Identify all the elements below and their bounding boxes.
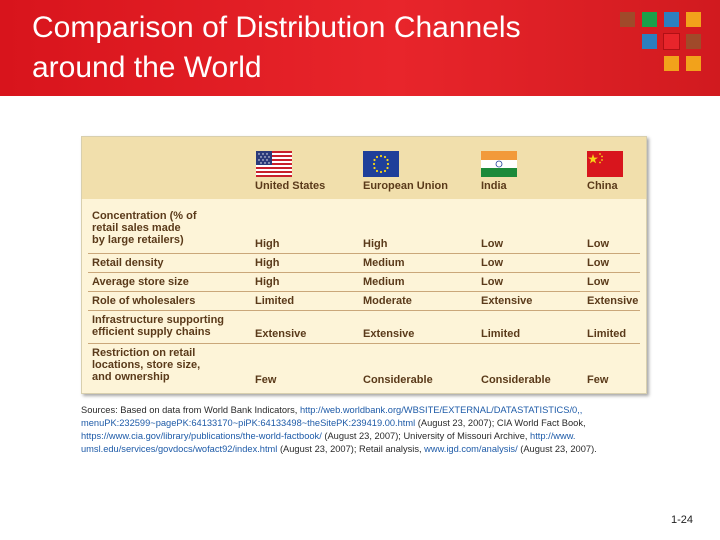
- source-text: (August 23, 2007); Retail analysis,: [277, 444, 425, 454]
- source-link[interactable]: http://www.: [530, 431, 576, 441]
- square-icon: [664, 12, 679, 27]
- row-divider: [88, 343, 640, 344]
- table-cell: Medium: [363, 257, 405, 269]
- square-icon: [686, 56, 701, 71]
- row-label-average-store-size: Average store size: [92, 276, 189, 288]
- eu-flag-icon: [363, 151, 399, 177]
- column-header-india: India: [481, 180, 507, 192]
- source-link[interactable]: http://web.worldbank.org/WBSITE/EXTERNAL…: [299, 405, 583, 415]
- title-line-2: around the World: [32, 51, 262, 84]
- table-cell: Low: [587, 238, 609, 250]
- table-cell: High: [255, 276, 280, 288]
- square-icon: [642, 12, 657, 27]
- table-cell: Limited: [255, 295, 295, 307]
- table-cell: Low: [481, 257, 503, 269]
- row-divider: [88, 272, 640, 273]
- table-cell: Low: [481, 238, 503, 250]
- square-icon: [686, 12, 701, 27]
- sources-line: https://www.cia.gov/library/publications…: [81, 430, 641, 443]
- square-icon: [686, 34, 701, 49]
- table-cell: Extensive: [481, 295, 533, 307]
- source-link[interactable]: https://www.cia.gov/library/publications…: [81, 431, 322, 441]
- source-text: Sources: Based on data from World Bank I…: [81, 405, 300, 415]
- source-link[interactable]: umsl.edu/services/govdocs/wofact92/index…: [81, 444, 278, 454]
- source-text: (August 23, 2007); University of Missour…: [321, 431, 531, 441]
- decorative-squares-icon: [618, 10, 714, 90]
- sources-note: Sources: Based on data from World Bank I…: [81, 404, 641, 456]
- sources-line: umsl.edu/services/govdocs/wofact92/index…: [81, 443, 641, 456]
- table-cell: Low: [587, 257, 609, 269]
- slide-header: Comparison of Distribution Channels arou…: [0, 0, 720, 96]
- comparison-table: United States European Union India China…: [81, 136, 647, 394]
- row-label-retail-density: Retail density: [92, 257, 164, 269]
- page-number: 1-24: [671, 514, 694, 526]
- india-flag-icon: [481, 151, 517, 177]
- china-flag-icon: [587, 151, 623, 177]
- row-divider: [88, 310, 640, 311]
- source-text: (August 23, 2007); CIA World Fact Book,: [415, 418, 586, 428]
- table-cell: Limited: [587, 328, 627, 340]
- square-icon: [620, 12, 635, 27]
- row-label-infrastructure: Infrastructure supporting efficient supp…: [92, 314, 225, 338]
- slide-title: Comparison of Distribution Channels arou…: [32, 8, 592, 88]
- table-cell: Low: [481, 276, 503, 288]
- table-cell: High: [363, 238, 388, 250]
- square-icon: [664, 56, 679, 71]
- row-label-concentration: Concentration (% of retail sales made by…: [92, 210, 197, 246]
- row-label-role-of-wholesalers: Role of wholesalers: [92, 295, 196, 307]
- table-cell: Extensive: [363, 328, 415, 340]
- table-cell: High: [255, 257, 280, 269]
- table-cell: Few: [587, 374, 609, 386]
- row-divider: [88, 291, 640, 292]
- table-cell: Considerable: [481, 374, 551, 386]
- table-cell: High: [255, 238, 280, 250]
- column-header-european-union: European Union: [363, 180, 448, 192]
- table-cell: Few: [255, 374, 277, 386]
- source-link[interactable]: www.igd.com/analysis/: [424, 444, 518, 454]
- column-header-china: China: [587, 180, 618, 192]
- row-divider: [88, 253, 640, 254]
- source-link[interactable]: menuPK:232599~pagePK:64133170~piPK:64133…: [81, 418, 416, 428]
- source-text: (August 23, 2007).: [517, 444, 597, 454]
- row-label-restriction: Restriction on retail locations, store s…: [92, 347, 201, 383]
- us-flag-icon: [256, 151, 292, 177]
- title-line-1: Comparison of Distribution Channels: [32, 11, 521, 44]
- sources-line: menuPK:232599~pagePK:64133170~piPK:64133…: [81, 417, 641, 430]
- table-cell: Extensive: [255, 328, 307, 340]
- table-cell: Considerable: [363, 374, 433, 386]
- table-cell: Moderate: [363, 295, 412, 307]
- table-cell: Extensive: [587, 295, 639, 307]
- table-cell: Limited: [481, 328, 521, 340]
- square-icon: [663, 33, 680, 50]
- table-cell: Low: [587, 276, 609, 288]
- square-icon: [642, 34, 657, 49]
- table-cell: Medium: [363, 276, 405, 288]
- column-header-united-states: United States: [255, 180, 326, 192]
- sources-line: Sources: Based on data from World Bank I…: [81, 404, 641, 417]
